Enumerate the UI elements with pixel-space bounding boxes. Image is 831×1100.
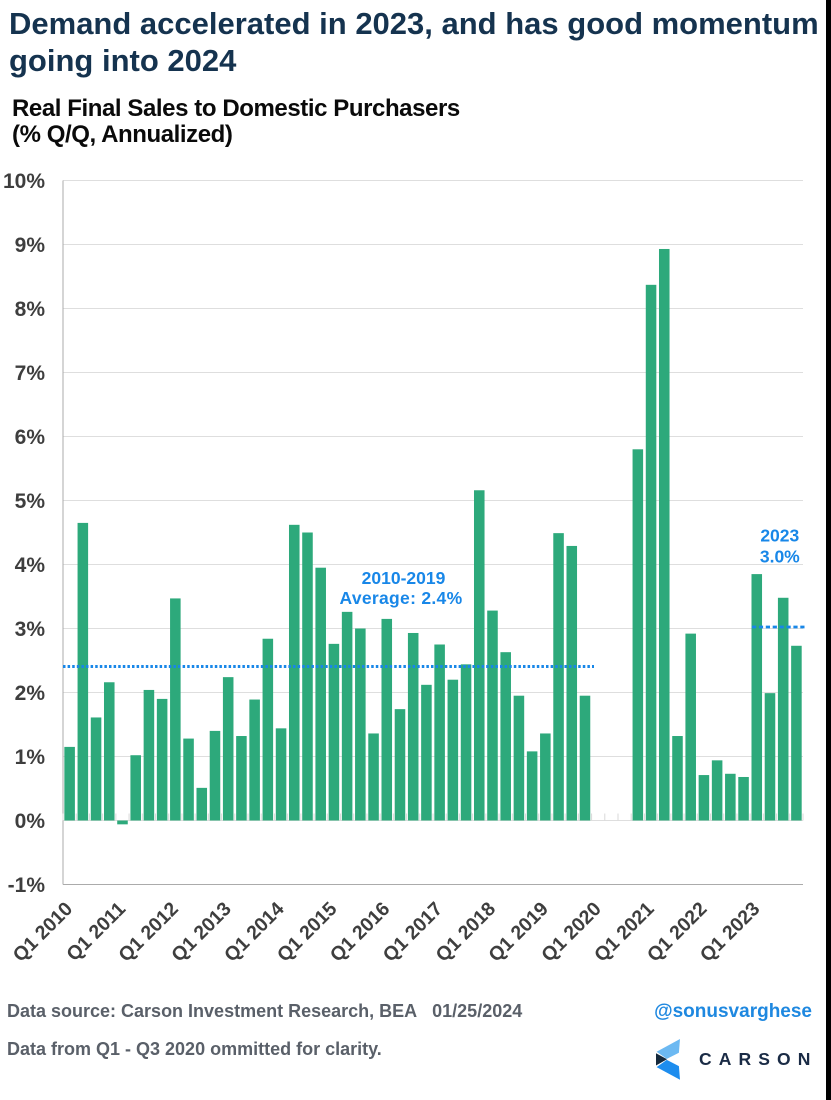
svg-text:0%: 0% <box>15 810 46 833</box>
svg-text:Average: 2.4%: Average: 2.4% <box>340 588 463 608</box>
svg-text:4%: 4% <box>15 554 46 577</box>
svg-text:10%: 10% <box>3 170 45 193</box>
svg-text:5%: 5% <box>15 490 46 513</box>
svg-text:Q1 2023: Q1 2023 <box>696 898 765 967</box>
svg-text:7%: 7% <box>15 362 46 385</box>
svg-text:3.0%: 3.0% <box>760 546 800 566</box>
svg-text:2023: 2023 <box>760 526 799 546</box>
svg-text:2%: 2% <box>15 682 46 705</box>
svg-text:-1%: -1% <box>8 874 46 897</box>
svg-text:Q1 2010: Q1 2010 <box>9 898 78 967</box>
svg-text:8%: 8% <box>15 298 46 321</box>
svg-text:9%: 9% <box>15 234 46 257</box>
svg-text:3%: 3% <box>15 618 46 641</box>
svg-text:1%: 1% <box>15 746 46 769</box>
svg-text:2010-2019: 2010-2019 <box>362 568 446 588</box>
svg-text:6%: 6% <box>15 426 46 449</box>
